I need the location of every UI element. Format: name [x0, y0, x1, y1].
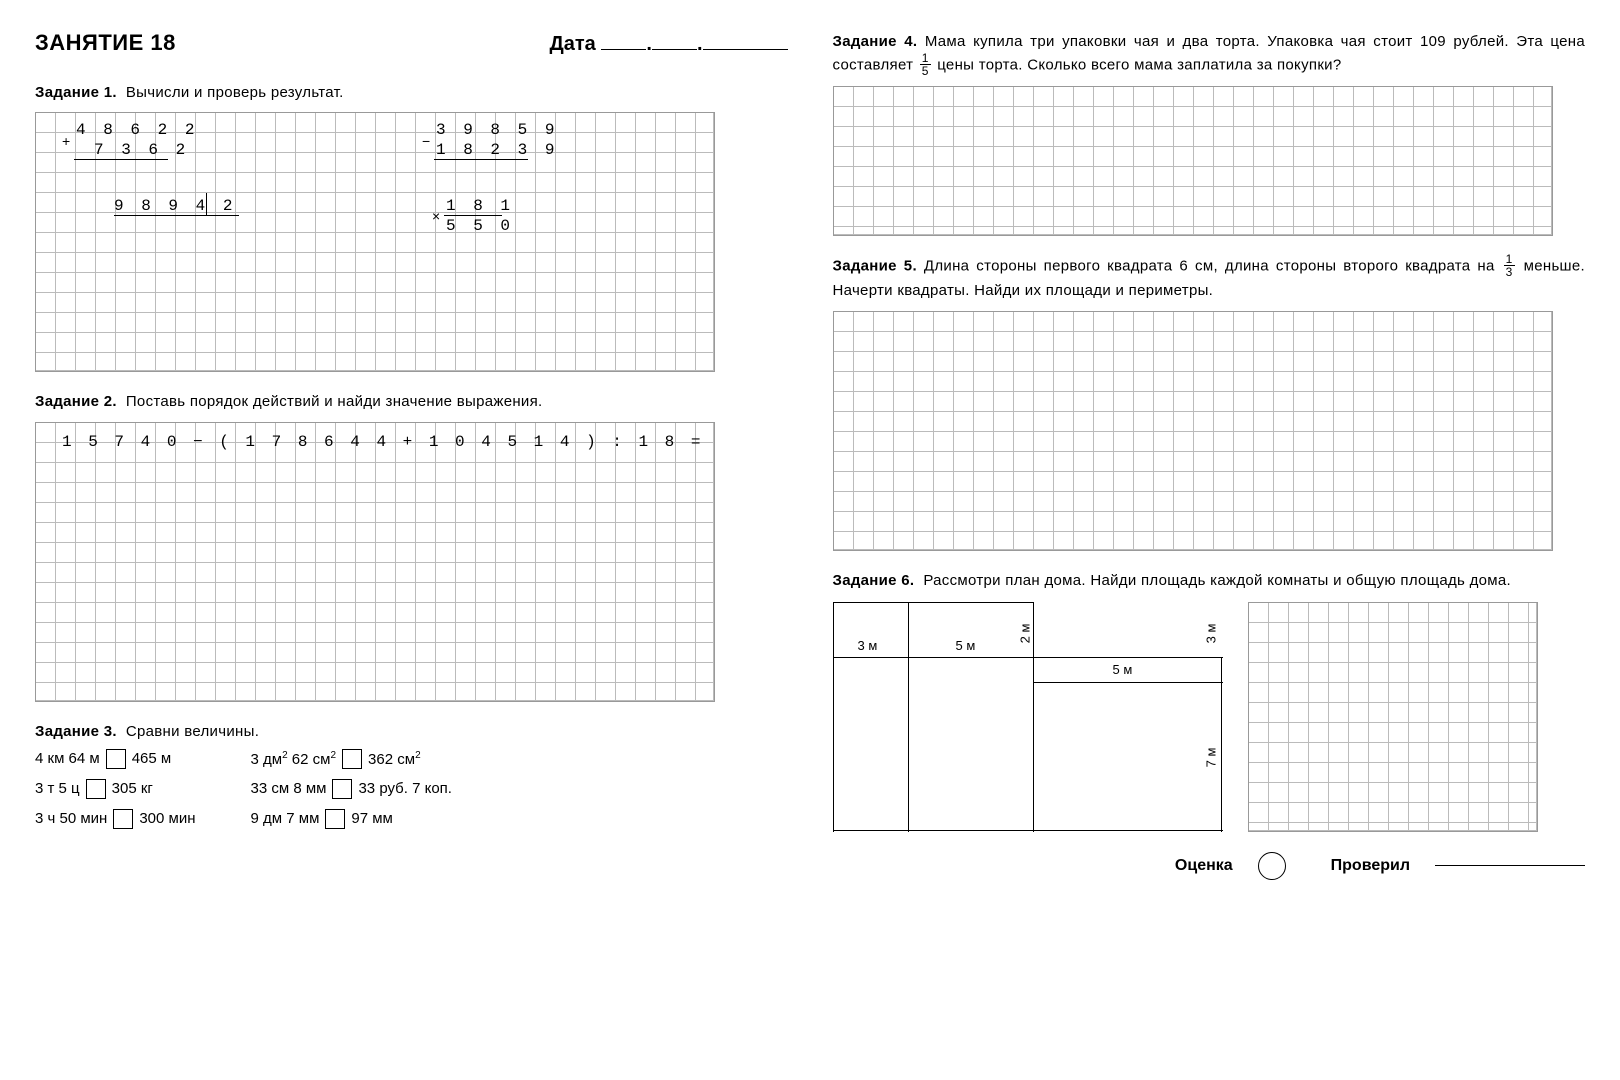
task-1-prompt: Задание 1. Вычисли и проверь результат. — [35, 81, 788, 104]
task-6: Задание 6. Рассмотри план дома. Найди пл… — [833, 569, 1586, 832]
task-5: Задание 5. Длина стороны первого квадрат… — [833, 254, 1586, 550]
fraction: 15 — [920, 52, 931, 77]
mul-line — [444, 215, 502, 216]
compare-box[interactable] — [86, 779, 106, 799]
div-line — [114, 215, 239, 216]
compare-box[interactable] — [342, 749, 362, 769]
task-5-prompt: Задание 5. Длина стороны первого квадрат… — [833, 254, 1586, 302]
cmp-row: 3 дм2 62 см2362 см2 — [251, 749, 452, 769]
cmp-row: 9 дм 7 мм97 мм — [251, 809, 452, 829]
compare-box[interactable] — [113, 809, 133, 829]
mul-top: 1 8 1 — [446, 197, 514, 215]
task-6-grid[interactable] — [1248, 602, 1538, 832]
date-year-blank[interactable] — [703, 49, 788, 50]
task-4-prompt: Задание 4. Мама купила три упаковки чая … — [833, 30, 1586, 78]
grade-label: Оценка — [1175, 857, 1233, 875]
compare-box[interactable] — [325, 809, 345, 829]
div-corner-v — [206, 193, 207, 215]
add-bot: 7 3 6 2 — [94, 141, 189, 159]
task-4-grid[interactable] — [833, 86, 1553, 236]
task-6-prompt: Задание 6. Рассмотри план дома. Найди пл… — [833, 569, 1586, 592]
task-1: Задание 1. Вычисли и проверь результат. … — [35, 81, 788, 372]
date-day-blank[interactable] — [601, 49, 646, 50]
task-2-grid[interactable]: 1 5 7 4 0 − ( 1 7 8 6 4 4 + 1 0 4 5 1 4 … — [35, 422, 715, 702]
cmp-row: 3 т 5 ц305 кг — [35, 779, 196, 799]
compare-left: 4 км 64 м465 м 3 т 5 ц305 кг 3 ч 50 мин3… — [35, 749, 196, 829]
left-column: ЗАНЯТИЕ 18 Дата .. Задание 1. Вычисли и … — [35, 30, 788, 1050]
task-2-prompt: Задание 2. Поставь порядок действий и на… — [35, 390, 788, 413]
task-4: Задание 4. Мама купила три упаковки чая … — [833, 30, 1586, 236]
task-3-compare: 4 км 64 м465 м 3 т 5 ц305 кг 3 ч 50 мин3… — [35, 749, 788, 829]
plan-label: 5 м — [1113, 662, 1133, 677]
div-top: 9 8 9 4 2 — [114, 197, 236, 215]
minus-icon: − — [422, 133, 430, 149]
compare-box[interactable] — [332, 779, 352, 799]
cmp-row: 33 см 8 мм33 руб. 7 коп. — [251, 779, 452, 799]
plan-label: 7 м — [1203, 747, 1218, 767]
task-6-wrap: 3 м 5 м 2 м 5 м 3 м 7 м — [833, 602, 1586, 832]
add-line — [74, 159, 168, 160]
plan-label: 3 м — [858, 638, 878, 653]
checked-blank[interactable] — [1435, 865, 1585, 866]
date-field[interactable]: Дата .. — [550, 33, 788, 56]
plus-icon: + — [62, 133, 70, 149]
task-1-grid[interactable]: + 4 8 6 2 2 7 3 6 2 − 3 9 8 5 9 1 8 2 3 … — [35, 112, 715, 372]
sub-line — [434, 159, 528, 160]
add-top: 4 8 6 2 2 — [76, 121, 198, 139]
fraction: 13 — [1504, 253, 1515, 278]
task-2-expression: 1 5 7 4 0 − ( 1 7 8 6 4 4 + 1 0 4 5 1 4 … — [62, 433, 704, 451]
task-3-prompt: Задание 3. Сравни величины. — [35, 720, 788, 743]
house-plan: 3 м 5 м 2 м 5 м 3 м 7 м — [833, 602, 1223, 832]
compare-right: 3 дм2 62 см2362 см2 33 см 8 мм33 руб. 7 … — [251, 749, 452, 829]
header: ЗАНЯТИЕ 18 Дата .. — [35, 30, 788, 56]
task-2: Задание 2. Поставь порядок действий и на… — [35, 390, 788, 701]
right-column: Задание 4. Мама купила три упаковки чая … — [833, 30, 1586, 1050]
sub-bot: 1 8 2 3 9 — [436, 141, 558, 159]
date-month-blank[interactable] — [652, 49, 697, 50]
task-3: Задание 3. Сравни величины. 4 км 64 м465… — [35, 720, 788, 829]
sub-top: 3 9 8 5 9 — [436, 121, 558, 139]
mul-bot: 5 5 0 — [446, 217, 514, 235]
plan-label: 5 м — [956, 638, 976, 653]
grade-circle[interactable] — [1258, 852, 1286, 880]
cmp-row: 3 ч 50 мин300 мин — [35, 809, 196, 829]
task-5-grid[interactable] — [833, 311, 1553, 551]
checked-label: Проверил — [1331, 857, 1410, 875]
lesson-title: ЗАНЯТИЕ 18 — [35, 30, 176, 56]
plan-label: 2 м — [1017, 623, 1032, 643]
times-icon: × — [432, 208, 440, 224]
cmp-row: 4 км 64 м465 м — [35, 749, 196, 769]
footer: Оценка Проверил — [833, 852, 1586, 880]
compare-box[interactable] — [106, 749, 126, 769]
plan-label: 3 м — [1203, 623, 1218, 643]
